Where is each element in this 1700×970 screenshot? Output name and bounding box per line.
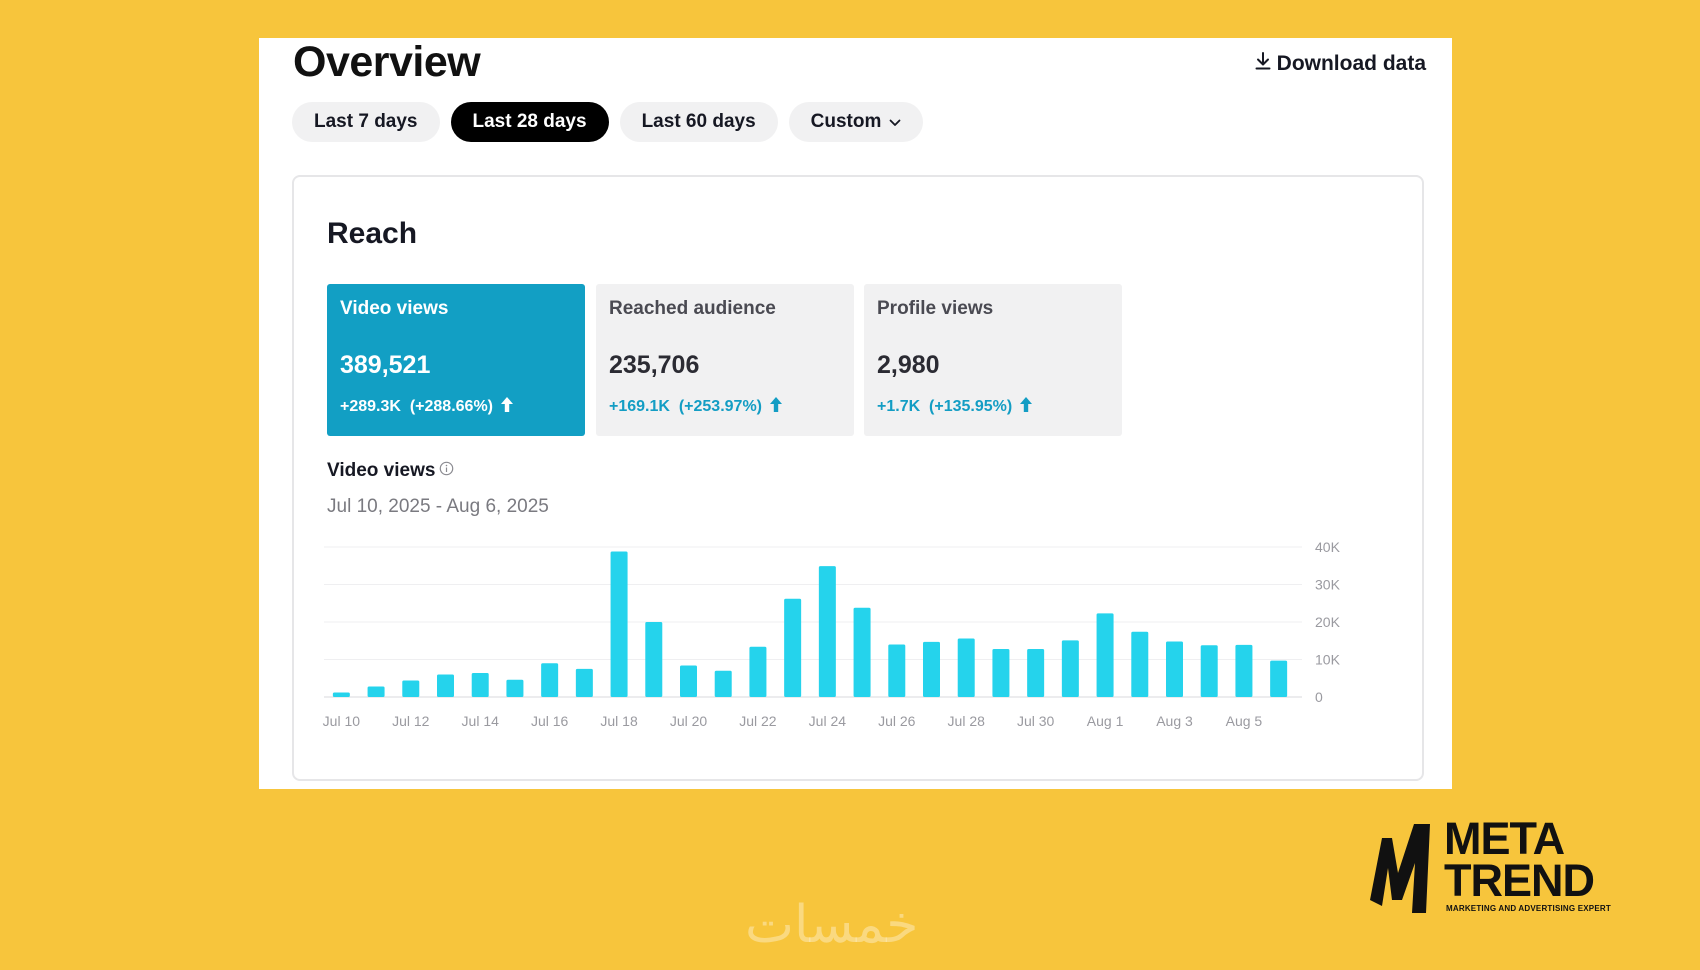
bar-jul-10[interactable]: [332, 692, 350, 698]
metric-delta-text: +1.7K (+135.95%): [877, 398, 1013, 415]
arrow-up-icon: [501, 397, 513, 417]
logo-line1: META: [1444, 813, 1565, 864]
y-tick-label: 40K: [1315, 539, 1341, 555]
metric-delta-text: +169.1K (+253.97%): [609, 398, 762, 415]
x-tick-label: Jul 24: [809, 713, 847, 729]
bar-jul-30[interactable]: [1027, 649, 1045, 697]
download-data-button[interactable]: Download data: [1255, 52, 1426, 76]
filter-label: Last 7 days: [314, 111, 418, 132]
x-tick-label: Aug 1: [1087, 713, 1124, 729]
metric-card-reached-audience[interactable]: Reached audience 235,706 +169.1K (+253.9…: [596, 284, 854, 436]
chevron-down-icon: [889, 111, 901, 133]
bar-jul-21[interactable]: [714, 670, 732, 697]
logo-line2: TREND: [1444, 855, 1595, 906]
bar-jul-20[interactable]: [680, 665, 697, 698]
bar-jul-24[interactable]: [818, 566, 836, 697]
y-tick-label: 0: [1315, 689, 1323, 705]
metric-delta: +289.3K (+288.66%): [340, 397, 572, 417]
metric-label: Reached audience: [609, 298, 776, 319]
metric-value: 2,980: [877, 351, 940, 379]
filter-label: Last 28 days: [472, 111, 587, 132]
bar-jul-18[interactable]: [610, 551, 628, 698]
filter-last-28-days[interactable]: Last 28 days: [450, 102, 609, 142]
date-range: Jul 10, 2025 - Aug 6, 2025: [327, 496, 549, 517]
reach-title: Reach: [327, 217, 418, 250]
bar-jul-29[interactable]: [992, 649, 1010, 697]
y-tick-label: 10K: [1315, 652, 1341, 668]
bar-jul-22[interactable]: [749, 646, 767, 697]
bar-jul-16[interactable]: [541, 663, 559, 697]
date-filter-tabs: Last 7 days Last 28 days Last 60 days Cu…: [292, 102, 924, 142]
bar-aug-5[interactable]: [1235, 644, 1253, 697]
filter-custom-dropdown[interactable]: Custom: [788, 102, 924, 142]
x-tick-label: Aug 3: [1156, 713, 1193, 729]
y-tick-label: 30K: [1315, 577, 1341, 593]
bar-aug-2[interactable]: [1131, 631, 1149, 697]
page-title: Overview: [293, 38, 481, 86]
bar-jul-11[interactable]: [367, 686, 385, 698]
filter-last-60-days[interactable]: Last 60 days: [619, 102, 778, 142]
watermark-text: خمسات: [745, 895, 919, 955]
x-tick-label: Aug 5: [1226, 713, 1263, 729]
filter-label: Custom: [810, 111, 882, 132]
metric-label: Profile views: [877, 298, 994, 319]
bar-aug-1[interactable]: [1096, 613, 1114, 697]
bar-jul-25[interactable]: [853, 607, 871, 697]
x-tick-label: Jul 16: [531, 713, 569, 729]
x-tick-label: Jul 10: [323, 713, 361, 729]
metric-delta: +1.7K (+135.95%): [877, 397, 1109, 417]
download-data-label: Download data: [1276, 52, 1426, 75]
chart-title-text: Video views: [327, 460, 436, 481]
logo-tagline: MARKETING AND ADVERTISING EXPERT: [1446, 904, 1611, 913]
metric-delta: +169.1K (+253.97%): [609, 397, 841, 417]
bar-jul-26[interactable]: [888, 644, 906, 698]
bar-aug-3[interactable]: [1166, 641, 1183, 698]
bar-jul-12[interactable]: [402, 680, 420, 698]
overview-panel: Overview Download data Last 7 days Last …: [259, 38, 1452, 789]
metric-card-profile-views[interactable]: Profile views 2,980 +1.7K (+135.95%): [864, 284, 1122, 436]
arrow-up-icon: [770, 397, 782, 417]
bar-jul-27[interactable]: [923, 641, 940, 697]
bar-jul-17[interactable]: [575, 668, 593, 697]
x-tick-label: Jul 14: [462, 713, 500, 729]
x-tick-label: Jul 20: [670, 713, 708, 729]
bar-jul-28[interactable]: [957, 638, 975, 698]
bar-aug-4[interactable]: [1200, 645, 1218, 697]
logo-m-mark: [1370, 824, 1430, 913]
metric-card-video-views[interactable]: Video views 389,521 +289.3K (+288.66%): [327, 284, 585, 436]
metric-value: 235,706: [609, 351, 700, 379]
x-tick-label: Jul 28: [948, 713, 986, 729]
video-views-bar-chart: 40K 30K 20K 10K 0 Jul 10 Jul 12 Jul 14 Jul 16 Jul…: [323, 539, 1341, 729]
filter-label: Last 60 days: [641, 111, 756, 132]
bar-aug-6[interactable]: [1270, 660, 1288, 697]
download-icon: [1255, 52, 1271, 76]
info-icon[interactable]: [439, 460, 454, 482]
x-tick-label: Jul 26: [878, 713, 916, 729]
bar-jul-31[interactable]: [1061, 640, 1079, 697]
metric-value: 389,521: [340, 351, 431, 379]
x-tick-label: Jul 18: [600, 713, 638, 729]
metric-delta-text: +289.3K (+288.66%): [340, 398, 493, 415]
arrow-up-icon: [1020, 397, 1033, 417]
bar-jul-15[interactable]: [506, 679, 524, 697]
x-tick-label: Jul 30: [1017, 713, 1055, 729]
bar-jul-13[interactable]: [437, 674, 454, 698]
bar-jul-14[interactable]: [471, 673, 489, 697]
y-tick-label: 20K: [1315, 614, 1341, 630]
x-tick-label: Jul 12: [392, 713, 430, 729]
metatrend-logo: META TREND MARKETING AND ADVERTISING EXP…: [1368, 813, 1611, 918]
bar-jul-19[interactable]: [645, 622, 663, 697]
filter-last-7-days[interactable]: Last 7 days: [292, 102, 440, 142]
chart-title: Video views: [327, 460, 454, 482]
x-tick-label: Jul 22: [739, 713, 777, 729]
bar-jul-23[interactable]: [784, 598, 802, 697]
metric-label: Video views: [340, 298, 449, 319]
reach-card: Reach Video views 389,521 +289.3K (+288.…: [292, 175, 1424, 781]
